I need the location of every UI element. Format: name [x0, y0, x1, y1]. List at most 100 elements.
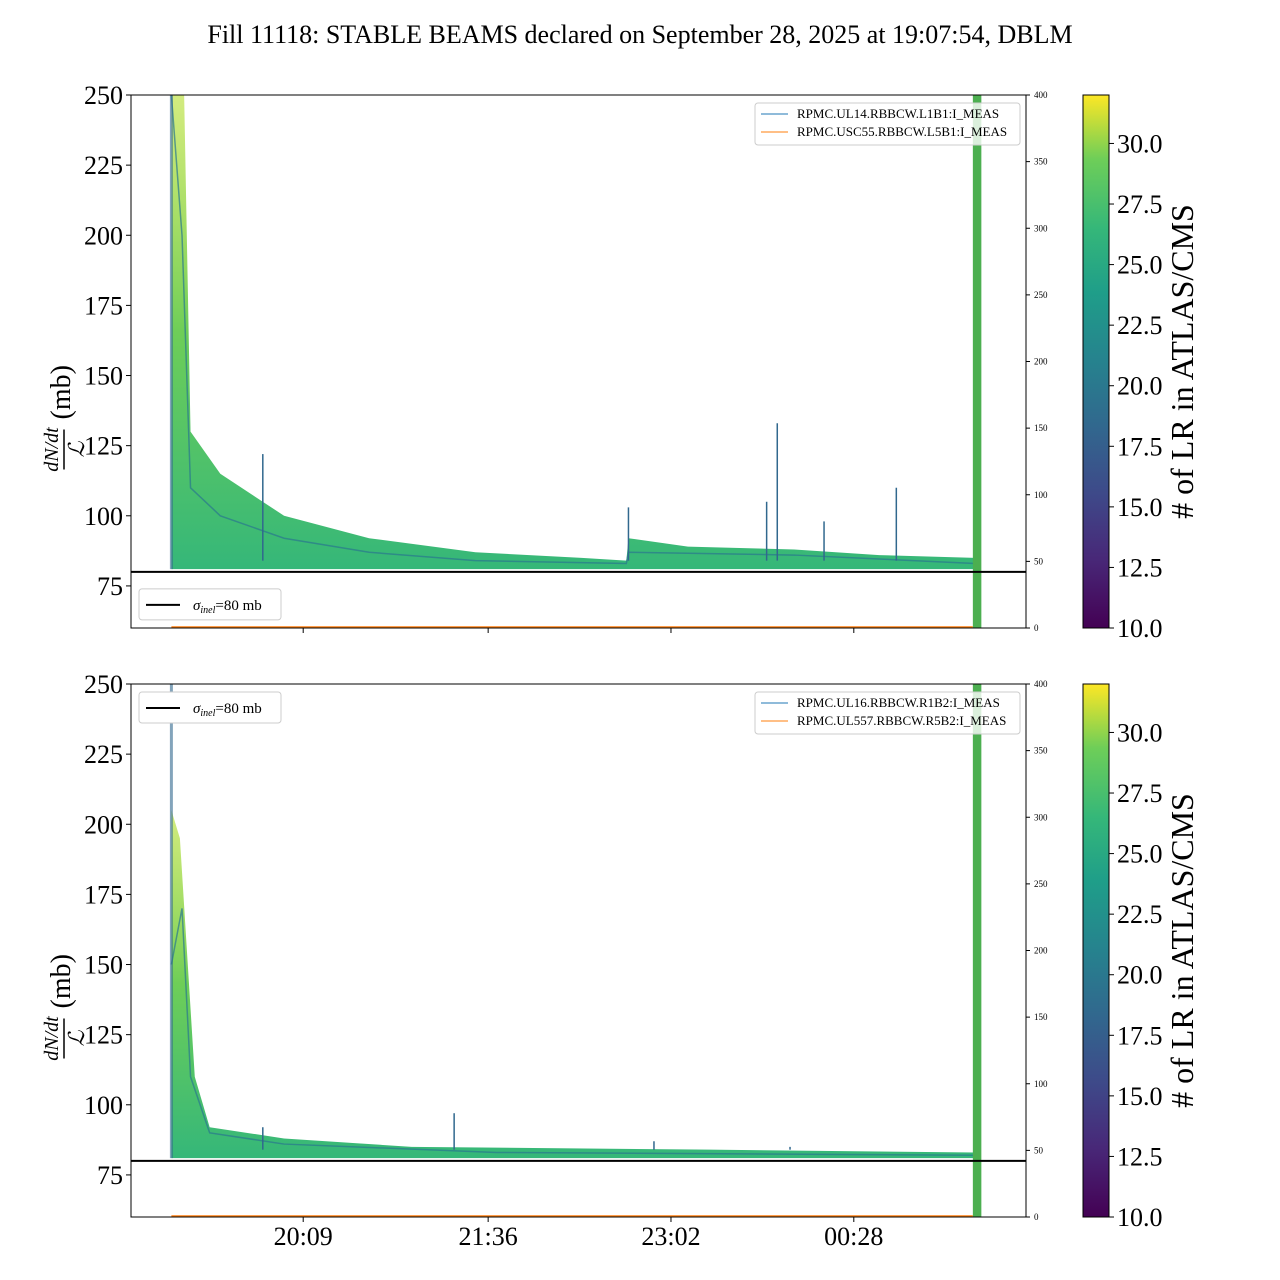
y-tick-label: 250 — [84, 81, 123, 110]
colorbar-tick-label: 25.0 — [1117, 251, 1163, 280]
reference-legend: σinel=80 mb — [138, 588, 282, 621]
colorbar-tick-label: 30.0 — [1117, 718, 1163, 747]
legend-label: σinel=80 mb — [193, 701, 262, 719]
rate-median-line — [170, 95, 976, 565]
colorbar-tick-label: 10.0 — [1117, 1203, 1163, 1232]
colorbar-tick-label: 22.5 — [1117, 311, 1163, 340]
colorbar: 10.0 12.5 15.0 17.5 20.0 22.5 25.0 27.5 30.0 # of… — [1082, 94, 1200, 643]
colorbar-tick-label: 12.5 — [1117, 553, 1163, 582]
y-tick-label: 225 — [84, 740, 123, 769]
y2-tick-label: 350 — [1034, 157, 1048, 167]
y2-tick-label: 350 — [1034, 746, 1048, 756]
y-tick-label: 150 — [84, 362, 123, 391]
y2-tick-label: 100 — [1034, 490, 1048, 500]
subscript: inel — [200, 708, 215, 719]
panel-top: 75 100 125 150 175 200 225 250 0 50 100 150 200 250 30… — [41, 81, 1200, 643]
colorbar-tick-label: 12.5 — [1117, 1142, 1163, 1171]
colorbar: 10.0 12.5 15.0 17.5 20.0 22.5 25.0 27.5 30.0 # of… — [1082, 683, 1200, 1232]
y-label-unit: (mb) — [46, 954, 77, 1008]
y-tick-label: 200 — [84, 810, 123, 839]
y-tick-label: 125 — [84, 1021, 123, 1050]
y2-tick-label: 250 — [1034, 879, 1048, 889]
colorbar-tick-label: 27.5 — [1117, 779, 1163, 808]
rate-envelope — [171, 95, 975, 570]
legend-label: σinel=80 mb — [193, 598, 262, 616]
y2-tick-label: 50 — [1034, 1145, 1044, 1155]
legend-label: RPMC.UL14.RBBCW.L1B1:I_MEAS — [797, 106, 999, 121]
colorbar-label: # of LR in ATLAS/CMS — [1164, 793, 1200, 1108]
colorbar-tick-label: 27.5 — [1117, 190, 1163, 219]
legend-box — [754, 102, 1021, 146]
legend-box — [138, 691, 282, 724]
y-tick-label: 225 — [84, 151, 123, 180]
colorbar-tick-label: 30.0 — [1117, 129, 1163, 158]
legend-label: RPMC.UL16.RBBCW.R1B2:I_MEAS — [797, 695, 1000, 710]
y-tick-label: 75 — [97, 1161, 123, 1190]
colorbar-tick-label: 17.5 — [1117, 432, 1163, 461]
series-legend: RPMC.UL14.RBBCW.L1B1:I_MEAS RPMC.USC55.RB… — [754, 102, 1021, 146]
y2-tick-label: 300 — [1034, 223, 1048, 233]
sigma: σ — [193, 701, 201, 717]
y-label-numerator: dN/dt — [41, 1016, 63, 1061]
colorbar-gradient — [1082, 94, 1110, 629]
beam-dump-band — [972, 684, 982, 1217]
colorbar-tick-label: 22.5 — [1117, 900, 1163, 929]
y-tick-label: 175 — [84, 880, 123, 909]
y-tick-label: 100 — [84, 1091, 123, 1120]
y-tick-label: 175 — [84, 291, 123, 320]
chart-title: Fill 11118: STABLE BEAMS declared on Sep… — [207, 20, 1073, 49]
y-label-unit: (mb) — [46, 365, 77, 419]
y-axis-label: dN/dt ℒ (mb) — [41, 954, 89, 1061]
plot-area — [169, 684, 982, 1217]
y2-tick-label: 250 — [1034, 290, 1048, 300]
legend-box — [138, 588, 282, 621]
legend-label: RPMC.UL557.RBBCW.R5B2:I_MEAS — [797, 713, 1006, 728]
y2-tick-label: 300 — [1034, 812, 1048, 822]
beam-dump-band — [972, 95, 982, 628]
value: =80 mb — [215, 598, 261, 614]
value: =80 mb — [215, 701, 261, 717]
y2-tick-label: 200 — [1034, 946, 1048, 956]
colorbar-tick-label: 20.0 — [1117, 961, 1163, 990]
colorbar-tick-label: 15.0 — [1117, 493, 1163, 522]
y-tick-label: 125 — [84, 432, 123, 461]
y2-tick-label: 50 — [1034, 556, 1044, 566]
x-tick-label: 20:09 — [274, 1222, 333, 1251]
y-label-numerator: dN/dt — [41, 427, 63, 472]
rate-envelope — [171, 810, 975, 1159]
y-tick-label: 250 — [84, 670, 123, 699]
x-tick-label: 21:36 — [459, 1222, 518, 1251]
y2-tick-label: 400 — [1034, 90, 1048, 100]
y-axis-label: dN/dt ℒ (mb) — [41, 365, 89, 472]
legend-label: RPMC.USC55.RBBCW.L5B1:I_MEAS — [797, 124, 1007, 139]
y-tick-label: 75 — [97, 572, 123, 601]
y-tick-label: 200 — [84, 221, 123, 250]
colorbar-tick-label: 20.0 — [1117, 372, 1163, 401]
sigma: σ — [193, 598, 201, 614]
x-tick-label: 23:02 — [641, 1222, 700, 1251]
colorbar-tick-label: 25.0 — [1117, 840, 1163, 869]
y2-tick-label: 400 — [1034, 679, 1048, 689]
series-legend: RPMC.UL16.RBBCW.R1B2:I_MEAS RPMC.UL557.RB… — [754, 691, 1021, 735]
reference-legend: σinel=80 mb — [138, 691, 282, 724]
y-tick-label: 100 — [84, 502, 123, 531]
colorbar-gradient — [1082, 683, 1110, 1218]
y-label-denominator: ℒ — [64, 1029, 89, 1046]
colorbar-label: # of LR in ATLAS/CMS — [1164, 204, 1200, 519]
y2-tick-label: 150 — [1034, 423, 1048, 433]
y2-tick-label: 0 — [1034, 623, 1039, 633]
legend-box — [754, 691, 1021, 735]
plot-area — [169, 95, 982, 628]
rate-median-line — [170, 908, 975, 1157]
y-tick-label: 150 — [84, 951, 123, 980]
x-tick-label: 00:28 — [824, 1222, 883, 1251]
colorbar-tick-label: 10.0 — [1117, 614, 1163, 643]
y2-tick-label: 200 — [1034, 357, 1048, 367]
y2-tick-label: 0 — [1034, 1212, 1039, 1222]
y2-tick-label: 100 — [1034, 1079, 1048, 1089]
panel-bottom: 75 100 125 150 175 200 225 250 0 50 100 150 200 250 30… — [41, 670, 1200, 1251]
colorbar-tick-label: 17.5 — [1117, 1021, 1163, 1050]
subscript: inel — [200, 605, 215, 616]
colorbar-tick-label: 15.0 — [1117, 1082, 1163, 1111]
